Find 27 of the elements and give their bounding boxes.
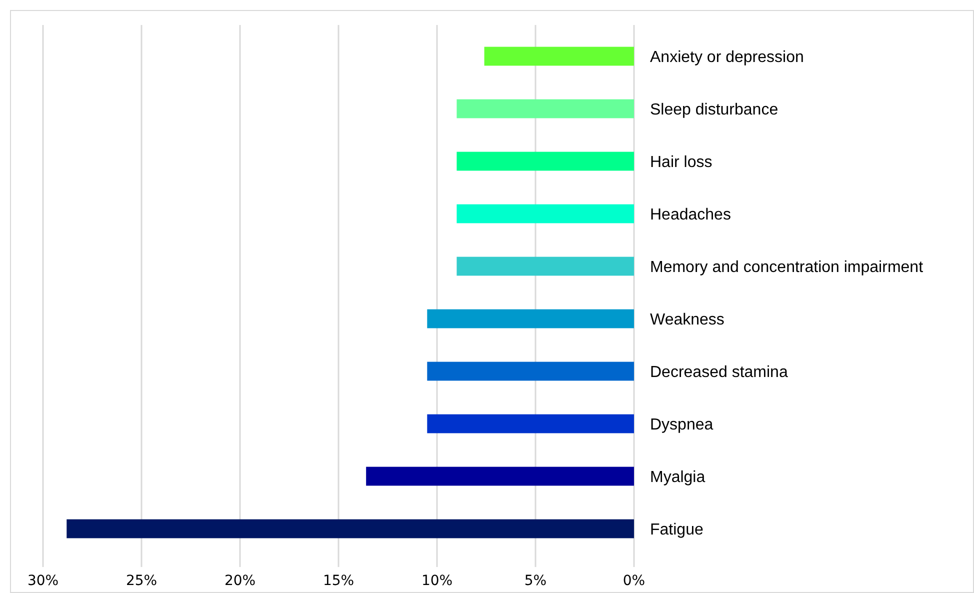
x-tick-label: 30% bbox=[27, 572, 59, 589]
bar bbox=[456, 99, 634, 118]
y-tick-label: Decreased stamina bbox=[650, 364, 788, 381]
x-tick-label: 20% bbox=[224, 572, 256, 589]
bar bbox=[427, 309, 634, 328]
bar bbox=[366, 466, 634, 486]
y-tick-label: Memory and concentration impairment bbox=[650, 258, 924, 276]
bar bbox=[427, 362, 634, 381]
x-tick-label: 0% bbox=[622, 572, 646, 589]
y-tick-label: Anxiety or depression bbox=[650, 48, 804, 66]
y-tick-label: Sleep disturbance bbox=[650, 101, 778, 118]
bar bbox=[427, 414, 634, 434]
x-tick-label: 10% bbox=[421, 572, 453, 589]
bar bbox=[456, 204, 634, 224]
bar bbox=[66, 519, 634, 538]
y-tick-label: Fatigue bbox=[650, 521, 704, 538]
y-tick-label: Hair loss bbox=[650, 154, 712, 171]
x-tick-label: 25% bbox=[126, 572, 158, 589]
y-tick-label: Dyspnea bbox=[650, 416, 714, 434]
bar bbox=[456, 152, 634, 171]
bar bbox=[456, 256, 634, 276]
y-tick-label: Myalgia bbox=[650, 468, 706, 486]
x-tick-label: 15% bbox=[322, 572, 354, 589]
y-tick-label: Weakness bbox=[650, 311, 724, 328]
bar bbox=[484, 46, 634, 66]
y-tick-label: Headaches bbox=[650, 206, 731, 224]
x-tick-label: 5% bbox=[524, 572, 547, 589]
